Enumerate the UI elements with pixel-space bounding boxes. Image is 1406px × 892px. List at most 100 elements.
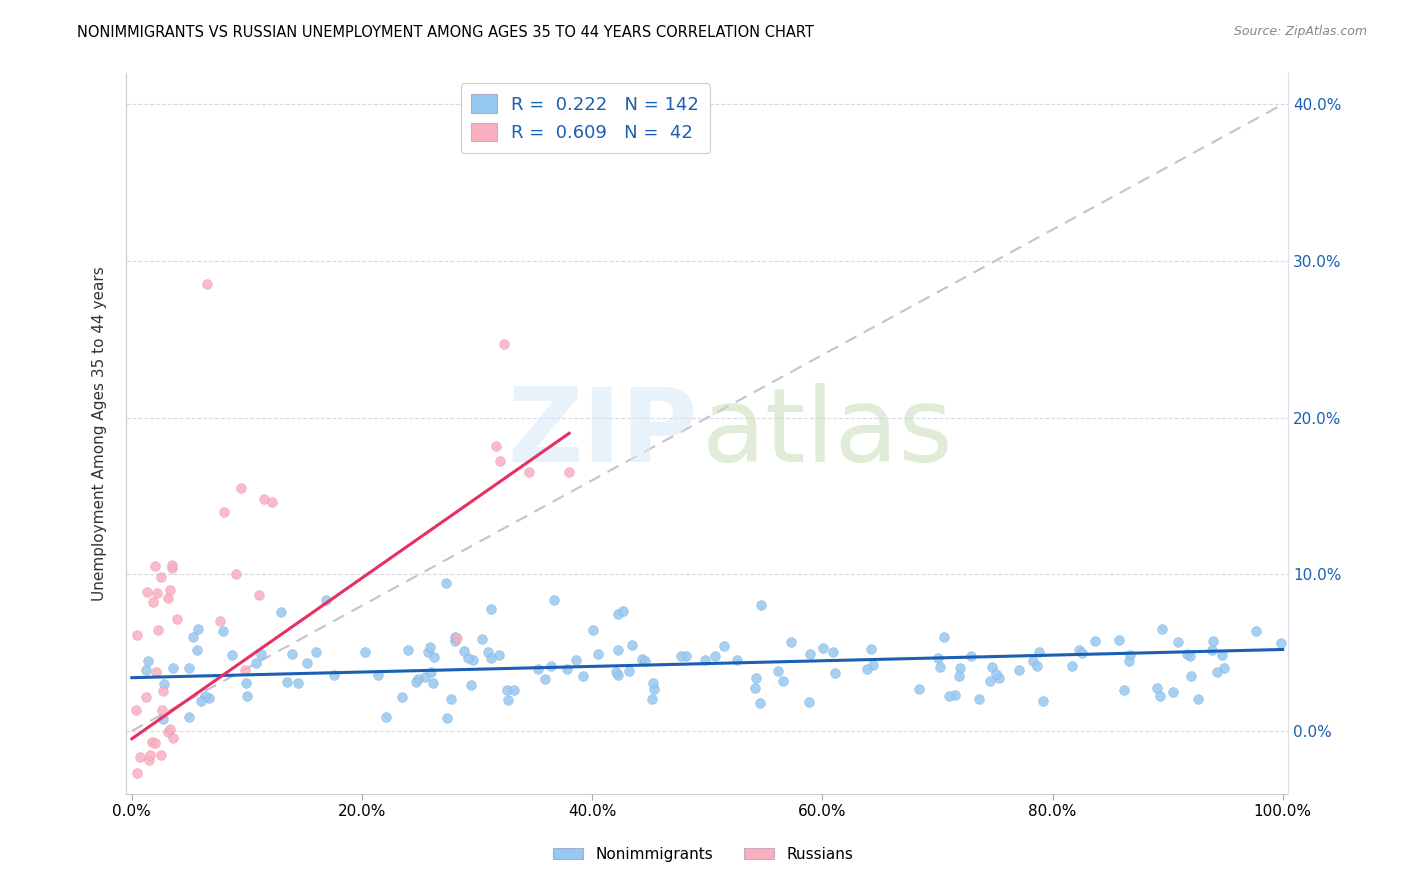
Point	[571, 668, 593, 682]
Point	[367, 668, 389, 682]
Point	[1187, 692, 1209, 706]
Point	[612, 604, 634, 618]
Point	[1149, 689, 1171, 703]
Point	[197, 691, 219, 706]
Point	[607, 607, 630, 621]
Point	[633, 654, 655, 668]
Point	[353, 645, 375, 659]
Point	[159, 722, 181, 736]
Point	[1071, 646, 1094, 660]
Point	[281, 647, 304, 661]
Point	[212, 624, 235, 638]
Point	[245, 657, 267, 671]
Point	[287, 675, 309, 690]
Point	[703, 649, 725, 664]
Point	[440, 692, 463, 706]
Point	[725, 653, 748, 667]
Point	[276, 674, 298, 689]
Point	[461, 653, 484, 667]
Point	[1167, 634, 1189, 648]
Point	[231, 481, 253, 495]
Point	[141, 735, 163, 749]
Point	[669, 649, 692, 664]
Point	[772, 673, 794, 688]
Text: NONIMMIGRANTS VS RUSSIAN UNEMPLOYMENT AMONG AGES 35 TO 44 YEARS CORRELATION CHAR: NONIMMIGRANTS VS RUSSIAN UNEMPLOYMENT AM…	[77, 25, 814, 40]
Point	[434, 575, 457, 590]
Point	[1022, 654, 1045, 668]
Point	[799, 648, 821, 662]
Point	[405, 674, 427, 689]
Point	[436, 711, 458, 725]
Point	[157, 724, 180, 739]
Point	[988, 671, 1011, 685]
Point	[1246, 624, 1268, 638]
Point	[859, 642, 882, 657]
Point	[479, 602, 502, 616]
Point	[138, 655, 160, 669]
Point	[444, 633, 467, 648]
Point	[986, 667, 1008, 681]
Point	[1180, 669, 1202, 683]
Point	[540, 659, 562, 673]
Point	[502, 683, 524, 698]
Point	[908, 681, 931, 696]
Point	[221, 648, 243, 662]
Point	[927, 650, 949, 665]
Point	[1270, 636, 1292, 650]
Point	[270, 605, 292, 619]
Point	[555, 662, 578, 676]
Point	[423, 650, 446, 665]
Point	[295, 656, 318, 670]
Point	[1112, 682, 1135, 697]
Point	[406, 672, 429, 686]
Point	[236, 689, 259, 703]
Point	[138, 747, 160, 762]
Point	[527, 662, 550, 676]
Point	[127, 766, 149, 780]
Point	[780, 635, 803, 649]
Point	[1028, 645, 1050, 659]
Point	[177, 710, 200, 724]
Point	[141, 595, 163, 609]
Point	[862, 657, 884, 672]
Point	[247, 589, 270, 603]
Point	[824, 665, 846, 680]
Point	[607, 643, 630, 657]
Point	[489, 454, 512, 468]
Point	[1118, 654, 1140, 668]
Point	[162, 661, 184, 675]
Point	[153, 677, 176, 691]
Point	[375, 710, 398, 724]
Point	[477, 645, 499, 659]
Point	[949, 661, 972, 675]
Point	[149, 570, 172, 584]
Point	[146, 623, 169, 637]
Point	[641, 676, 664, 690]
Point	[212, 505, 235, 519]
Point	[143, 736, 166, 750]
Point	[135, 663, 157, 677]
Point	[150, 747, 173, 762]
Point	[1008, 663, 1031, 677]
Point	[943, 688, 966, 702]
Point	[1213, 661, 1236, 675]
Point	[695, 653, 717, 667]
Point	[457, 651, 479, 665]
Point	[419, 665, 441, 680]
Point	[418, 645, 440, 659]
Point	[1201, 642, 1223, 657]
Point	[471, 632, 494, 646]
Point	[586, 647, 609, 661]
Point	[481, 650, 503, 665]
Point	[136, 585, 159, 599]
Point	[419, 640, 441, 655]
Point	[496, 693, 519, 707]
Point	[186, 643, 208, 657]
Point	[453, 644, 475, 658]
Point	[138, 753, 160, 767]
Point	[485, 439, 508, 453]
Point	[766, 664, 789, 678]
Point	[159, 583, 181, 598]
Point	[960, 649, 983, 664]
Point	[1161, 685, 1184, 699]
